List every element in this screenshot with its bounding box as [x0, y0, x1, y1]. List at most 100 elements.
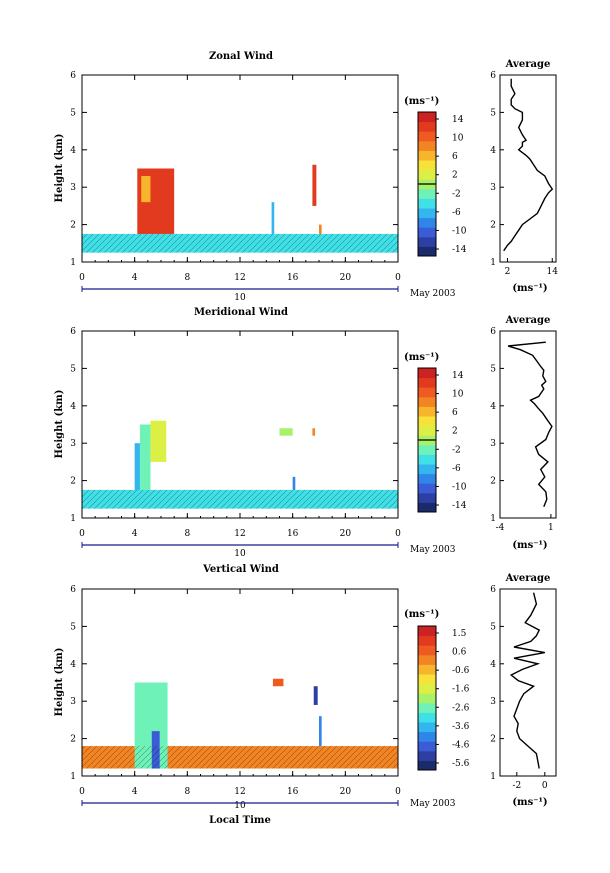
colorbar-segment	[418, 425, 436, 436]
colorbar-segment	[418, 188, 436, 199]
y-axis: 1 2 3 4 5 6	[70, 327, 398, 524]
x-tick-label: 0	[79, 787, 85, 797]
colorbar-segment	[418, 444, 436, 455]
colorbar-segment	[418, 217, 436, 228]
date-day-label: 10	[234, 549, 246, 559]
colorbar-segment	[418, 169, 436, 180]
colorbar-tick-label: -3.6	[452, 722, 470, 732]
average-unit: (ms⁻¹)	[512, 540, 547, 551]
colorbar-segment	[418, 464, 436, 475]
colorbar-segment	[418, 227, 436, 238]
x-tick-label: 16	[287, 273, 299, 283]
average-unit: (ms⁻¹)	[512, 797, 547, 808]
chart-title: Meridional Wind	[194, 307, 288, 318]
colorbar-unit: (ms⁻¹)	[404, 609, 439, 620]
average-y-tick-label: 2	[490, 221, 496, 231]
y-tick-label: 1	[70, 514, 76, 524]
average-y-tick-label: 2	[490, 735, 496, 745]
average-y-tick-label: 1	[490, 772, 496, 782]
colorbar-segment	[418, 121, 436, 132]
y-axis: 1 2 3 4 5 6	[70, 585, 398, 782]
colorbar-frame	[417, 625, 437, 771]
contour-outline	[82, 489, 398, 509]
average-x-tick-label: -2	[512, 781, 521, 791]
colorbar-segment	[418, 454, 436, 465]
colorbar-tick-label: 10	[452, 134, 464, 144]
colorbar-tick-label: -0.6	[452, 666, 470, 676]
y-tick-label: 6	[70, 585, 76, 595]
heatmap-area	[82, 678, 398, 769]
average-y-tick-label: 3	[490, 697, 496, 707]
average-frame	[499, 330, 557, 519]
x-tick-label: 8	[184, 273, 190, 283]
colorbar-segment	[418, 712, 436, 723]
colorbar-segment	[418, 741, 436, 752]
chart-title: Zonal Wind	[209, 51, 273, 62]
heatmap-cell	[313, 686, 318, 705]
colorbar-segment	[418, 473, 436, 484]
average-unit: (ms⁻¹)	[512, 283, 547, 294]
x-tick-label: 0	[395, 787, 401, 797]
colorbar-segment	[418, 683, 436, 694]
x-tick-label: 16	[287, 529, 299, 539]
heatmap-cell	[292, 476, 296, 490]
colorbar-segment	[418, 387, 436, 398]
x-axis: 0 4 8 12 16 20 0	[79, 75, 401, 283]
heatmap-cell	[312, 428, 316, 436]
colorbar-segment	[418, 368, 436, 379]
colorbar-segment	[418, 693, 436, 704]
colorbar-segment	[418, 377, 436, 388]
y-tick-label: 4	[70, 660, 76, 670]
average-profile: 1 2 3 4 5 6 -2 0	[490, 585, 557, 791]
y-axis-label: Height (km)	[54, 648, 65, 717]
average-frame	[499, 74, 557, 263]
average-y-tick-label: 1	[490, 258, 496, 268]
heatmap-cell	[319, 224, 322, 234]
y-tick-label: 1	[70, 258, 76, 268]
heatmap-area	[82, 164, 398, 253]
average-title: Average	[505, 59, 551, 70]
y-tick-label: 5	[70, 364, 76, 374]
colorbar: 1.5 0.6 -0.6 -1.6 -2.6 -3.6 -4.6 -5.6	[417, 625, 470, 771]
y-tick-label: 6	[70, 71, 76, 81]
average-line	[507, 341, 553, 508]
colorbar: 14 10 6 2 -2 -6 -10 -14	[417, 111, 467, 257]
average-y-tick-label: 2	[490, 477, 496, 487]
y-tick-label: 4	[70, 402, 76, 412]
x-tick-label: 20	[340, 273, 352, 283]
colorbar-tick-label: 2	[452, 427, 458, 437]
colorbar-segment	[418, 483, 436, 494]
colorbar-tick-label: -6	[452, 208, 461, 218]
contour-outline	[82, 746, 398, 769]
x-tick-label: 12	[234, 273, 245, 283]
average-x-tick-label: 2	[505, 267, 511, 277]
heatmap-cell	[139, 424, 151, 490]
colorbar-segment	[418, 416, 436, 427]
y-tick-label: 3	[70, 439, 76, 449]
date-label: May 2003	[410, 545, 456, 555]
heatmap-cell	[279, 428, 293, 436]
colorbar-segment	[418, 208, 436, 219]
colorbar-tick-label: 2	[452, 171, 458, 181]
colorbar-segment	[418, 396, 436, 407]
colorbar-segment	[418, 140, 436, 151]
colorbar-tick-label: 6	[452, 152, 458, 162]
y-axis-label: Height (km)	[54, 390, 65, 459]
x-tick-label: 0	[79, 273, 85, 283]
colorbar-segment	[418, 722, 436, 733]
average-y-tick-label: 4	[490, 660, 496, 670]
colorbar-segment	[418, 750, 436, 761]
average-y-tick-label: 3	[490, 439, 496, 449]
colorbar-segment	[418, 150, 436, 161]
x-tick-label: 20	[340, 529, 352, 539]
x-tick-label: 4	[132, 529, 138, 539]
x-tick-label: 4	[132, 787, 138, 797]
heatmap-cell	[134, 443, 140, 490]
y-tick-label: 5	[70, 622, 76, 632]
colorbar-tick-label: 0.6	[452, 648, 467, 658]
colorbar-tick-label: -10	[452, 482, 467, 492]
heatmap-cell	[319, 716, 322, 747]
y-tick-label: 3	[70, 183, 76, 193]
